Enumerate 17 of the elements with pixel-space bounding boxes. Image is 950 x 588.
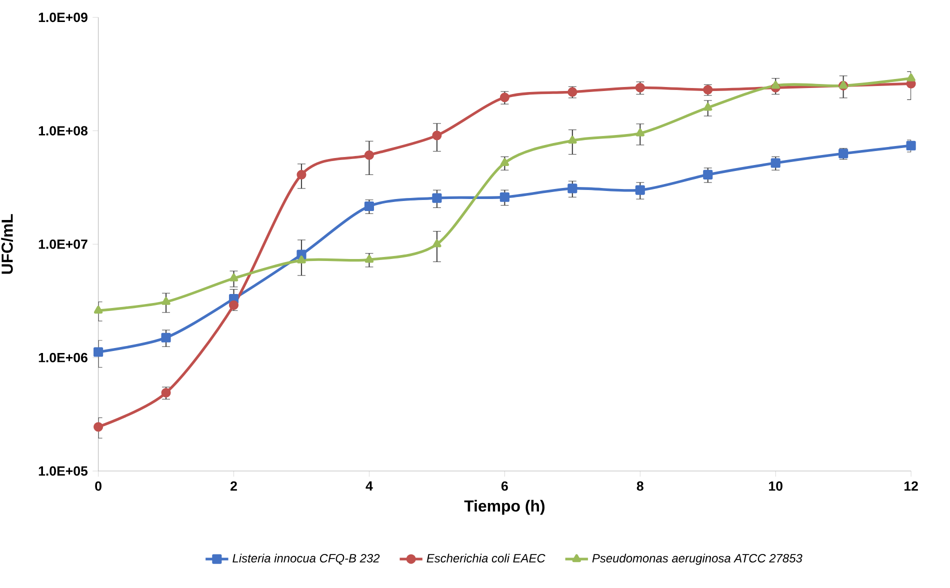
legend-label: Pseudomonas aeruginosa ATCC 27853	[592, 554, 802, 565]
x-tick-label: 12	[904, 481, 918, 491]
x-tick-label: 2	[230, 481, 237, 491]
y-tick-label: 1.0E+09	[38, 12, 88, 22]
legend-label: Listeria innocua CFQ-B 232	[232, 554, 380, 565]
legend-label: Escherichia coli EAEC	[426, 554, 546, 562]
x-axis-title: Tiempo (h)	[464, 500, 544, 515]
y-tick-label: 1.0E+07	[38, 239, 88, 249]
x-tick-label: 10	[769, 481, 782, 491]
x-tick-label: 8	[636, 481, 644, 491]
y-tick-label: 1.0E+06	[38, 352, 88, 362]
y-tick-label: 1.0E+05	[38, 466, 88, 476]
x-tick-label: 4	[366, 481, 373, 490]
x-tick-label: 0	[95, 481, 102, 491]
y-axis-title: UFC/mL	[1, 214, 13, 274]
y-tick-label: 1.0E+08	[38, 126, 88, 136]
x-tick-label: 6	[501, 481, 508, 491]
